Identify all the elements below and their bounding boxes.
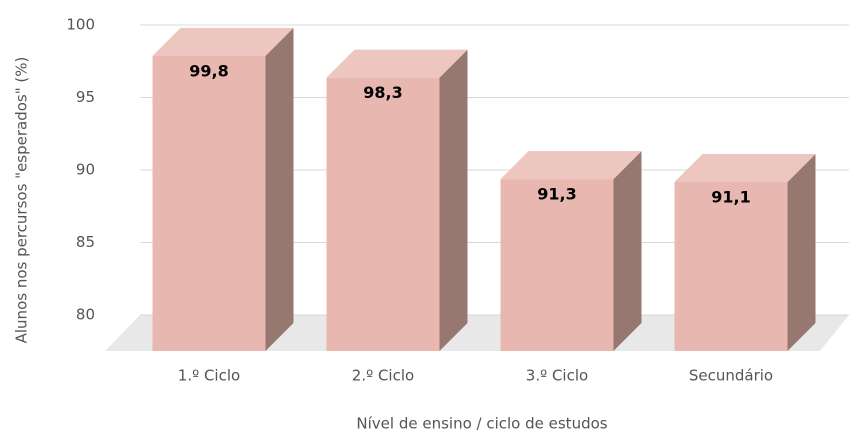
x-tick-label: 3.º Ciclo bbox=[526, 367, 588, 385]
bar-top bbox=[500, 151, 642, 180]
x-tick-label: 2.º Ciclo bbox=[352, 367, 414, 385]
y-tick-label: 95 bbox=[76, 88, 95, 106]
bar-top bbox=[674, 154, 816, 183]
bar bbox=[152, 55, 266, 352]
y-axis-label: Alunos nos percursos "esperados" (%) bbox=[13, 57, 31, 344]
bar bbox=[326, 77, 440, 352]
y-tick-label: 85 bbox=[76, 233, 95, 251]
bar bbox=[500, 179, 614, 351]
bar-side bbox=[265, 27, 294, 352]
bar-side bbox=[787, 154, 816, 351]
bar-side bbox=[613, 151, 642, 351]
x-tick-label: 1.º Ciclo bbox=[178, 367, 240, 385]
bar-top bbox=[152, 27, 294, 56]
y-tick-label: 90 bbox=[76, 161, 95, 179]
value-label: 91,1 bbox=[711, 188, 750, 207]
value-label: 98,3 bbox=[363, 83, 402, 102]
bar bbox=[674, 182, 788, 351]
y-tick-label: 80 bbox=[76, 306, 95, 324]
y-tick-label: 100 bbox=[66, 16, 95, 34]
x-axis-label: Nível de ensino / ciclo de estudos bbox=[356, 415, 607, 433]
x-tick-label: Secundário bbox=[689, 367, 773, 385]
value-label: 99,8 bbox=[189, 61, 228, 80]
value-label: 91,3 bbox=[537, 185, 576, 204]
bar-side bbox=[439, 49, 468, 352]
bar-top bbox=[326, 49, 468, 78]
